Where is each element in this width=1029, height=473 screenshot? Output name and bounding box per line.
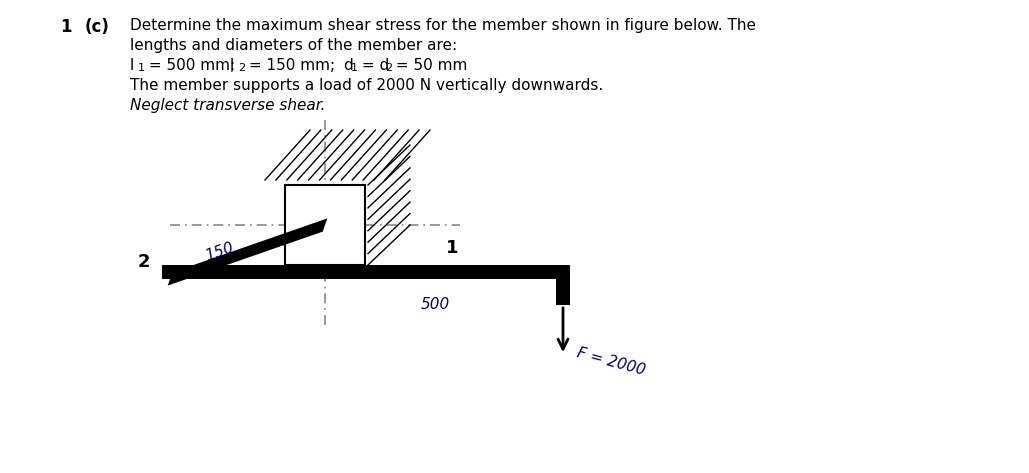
Text: 1: 1 [138,63,145,73]
Bar [556,265,570,305]
Text: = 150 mm;: = 150 mm; [244,58,335,73]
Text: 2: 2 [238,63,245,73]
Text: = 500 mm;: = 500 mm; [144,58,235,73]
Text: F = 2000: F = 2000 [575,345,647,377]
Text: l: l [130,58,134,73]
Text: lengths and diameters of the member are:: lengths and diameters of the member are: [130,38,457,53]
Text: 150: 150 [203,240,236,264]
Text: 500: 500 [421,297,450,312]
Polygon shape [168,219,327,286]
Text: 1: 1 [351,63,358,73]
Text: 1: 1 [447,239,459,257]
Text: 2: 2 [385,63,392,73]
Text: = d: = d [357,58,389,73]
Bar [325,265,570,279]
Text: Determine the maximum shear stress for the member shown in figure below. The: Determine the maximum shear stress for t… [130,18,756,33]
Bar [285,185,365,265]
Text: The member supports a load of 2000 N vertically downwards.: The member supports a load of 2000 N ver… [130,78,603,93]
Bar [162,265,325,279]
Text: (c): (c) [85,18,110,36]
Text: Neglect transverse shear.: Neglect transverse shear. [130,98,325,113]
Text: 1: 1 [60,18,71,36]
Text: = 50 mm: = 50 mm [391,58,467,73]
Text: d: d [343,58,353,73]
Text: 2: 2 [138,253,150,271]
Text: l: l [230,58,235,73]
